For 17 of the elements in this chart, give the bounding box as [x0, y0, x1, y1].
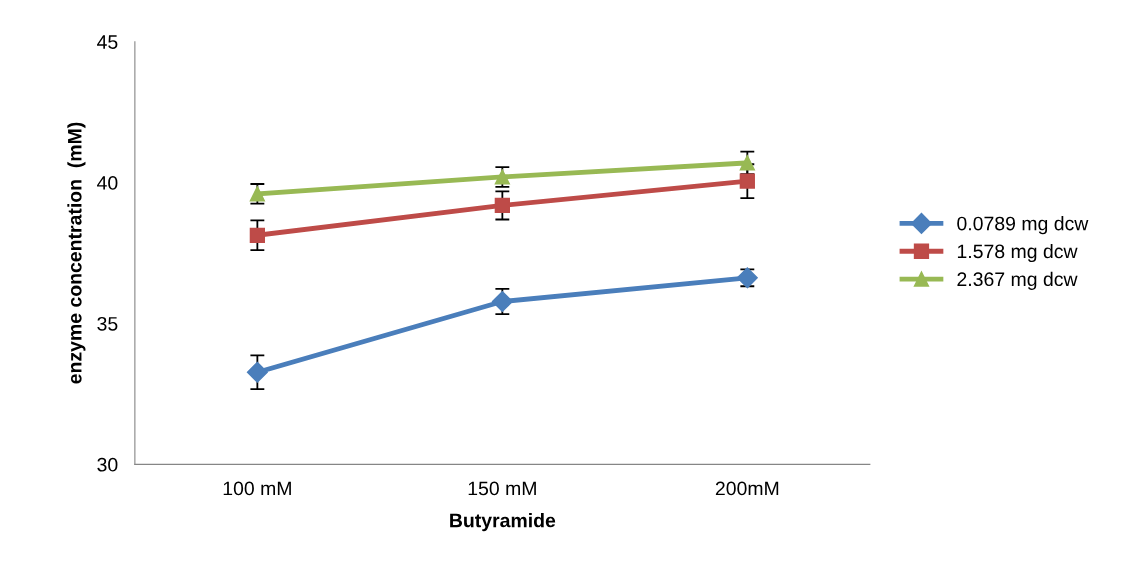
x-tick-label: 100 mM	[223, 481, 291, 496]
x-tick-label: 150 mM	[468, 481, 536, 496]
y-tick-label: 30	[97, 457, 118, 472]
point	[249, 227, 266, 243]
y-tick-label: 45	[97, 35, 118, 49]
point	[739, 173, 755, 189]
x-axis-title: Butyramide	[450, 513, 556, 532]
point	[739, 155, 755, 171]
point	[246, 361, 268, 383]
legend-label: 1.578 mg dcw	[957, 243, 1078, 263]
legend-label: 2.367 mg dcw	[957, 271, 1078, 290]
y-tick-label: 40	[97, 176, 118, 190]
y-tick-label: 35	[97, 316, 118, 331]
legend-label: 0.0789 mg dcw	[957, 216, 1089, 235]
x-tick-label: 200mM	[715, 481, 779, 496]
y-axis-title: enzyme concentration (mM)	[67, 122, 86, 384]
point	[494, 197, 510, 214]
